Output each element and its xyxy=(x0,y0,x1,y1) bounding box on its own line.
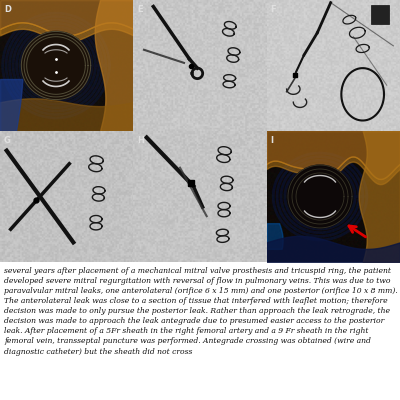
Text: D: D xyxy=(4,5,11,14)
Text: H: H xyxy=(137,136,144,145)
Bar xyxy=(371,5,389,24)
Text: G: G xyxy=(4,136,11,145)
Circle shape xyxy=(21,32,91,100)
Text: E: E xyxy=(137,5,143,14)
Text: several years after placement of a mechanical mitral valve prosthesis and tricus: several years after placement of a mecha… xyxy=(4,267,398,356)
Text: F: F xyxy=(271,5,276,14)
Text: I: I xyxy=(271,136,274,145)
Circle shape xyxy=(288,165,352,228)
